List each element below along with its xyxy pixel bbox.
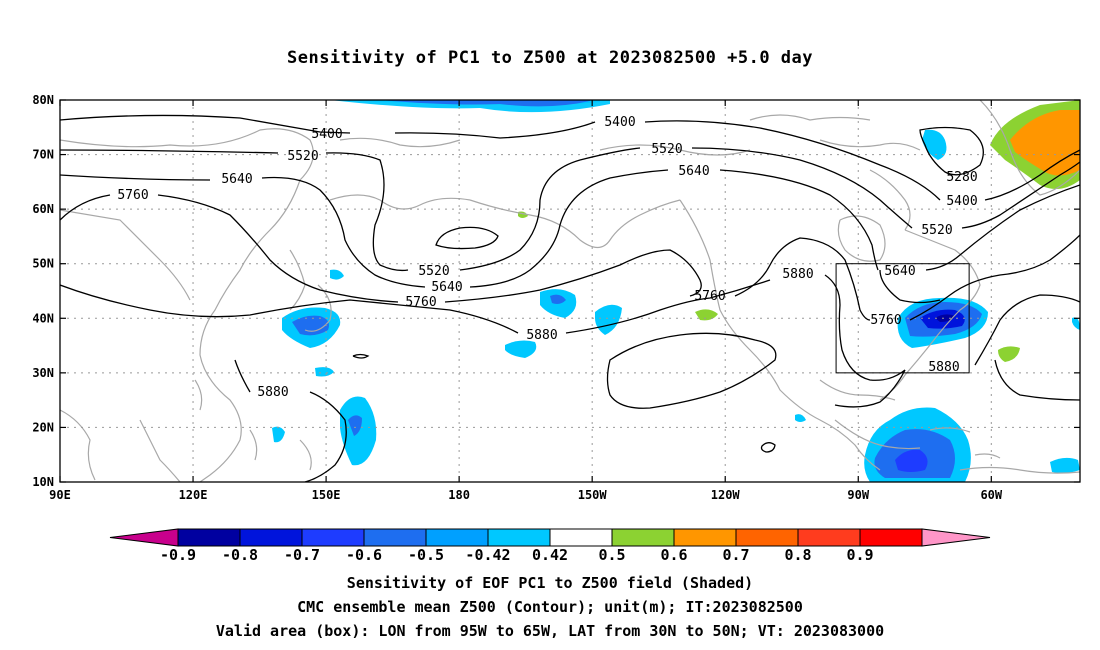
colorbar-label: 0.42	[532, 546, 568, 564]
colorbar-box	[363, 528, 427, 547]
caption-line-2: CMC ensemble mean Z500 (Contour); unit(m…	[297, 598, 803, 616]
y-tick-label: 80N	[32, 93, 54, 107]
contour-label: 5760	[870, 313, 901, 328]
contour-label: 5760	[117, 188, 148, 203]
contour-label: 5520	[921, 223, 952, 238]
x-tick-label: 150W	[578, 488, 608, 502]
contour-label: 5760	[405, 295, 436, 310]
coastlines	[60, 100, 1080, 482]
contour-label: 5880	[782, 267, 813, 282]
colorbar-box	[487, 528, 551, 547]
colorbar-label: 0.8	[784, 546, 811, 564]
contour-label: 5880	[526, 328, 557, 343]
x-tick-label: 90E	[49, 488, 71, 502]
y-tick-label: 10N	[32, 475, 54, 489]
contour-5520	[60, 147, 1080, 272]
y-tick-label: 40N	[32, 311, 54, 325]
contour-label: 5760	[694, 289, 725, 304]
axes: 90E 120E 150E 180 150W 120W 90W 60W 10N 20N 30N 40N…	[32, 93, 1080, 502]
contour-label: 5400	[311, 127, 342, 142]
colorbar-label: 0.6	[660, 546, 687, 564]
z500-contours	[60, 114, 1080, 482]
caption-line-1: Sensitivity of EOF PC1 to Z500 field (Sh…	[346, 574, 754, 592]
contour-label: 5640	[884, 264, 915, 279]
colorbar-box	[673, 528, 737, 547]
colorbar-max-triangle	[921, 528, 991, 547]
caption-line-3: Valid area (box): LON from 95W to 65W, L…	[215, 622, 885, 640]
x-tick-label: 120E	[179, 488, 208, 502]
colorbar-label: -0.9	[160, 546, 196, 564]
colorbar: -0.9 -0.8 -0.7 -0.6 -0.5 -0.42 0.42 0.5 0.6 0.7 0.…	[109, 528, 991, 564]
contour-label: 5640	[431, 280, 462, 295]
contour-5760	[60, 194, 1080, 321]
contour-5400	[60, 114, 351, 134]
colorbar-min-triangle	[109, 528, 179, 547]
colorbar-box	[239, 528, 303, 547]
x-tick-label: 120W	[711, 488, 741, 502]
contour-label: 5640	[678, 164, 709, 179]
shade-westcoast-green	[695, 309, 718, 321]
colorbar-label: -0.42	[465, 546, 510, 564]
colorbar-box	[797, 528, 861, 547]
colorbar-box	[549, 528, 613, 547]
sensitivity-shading	[272, 100, 1080, 482]
colorbar-box	[735, 528, 799, 547]
y-tick-label: 70N	[32, 148, 54, 162]
colorbar-label: 0.5	[598, 546, 625, 564]
y-tick-label: 20N	[32, 420, 54, 434]
colorbar-box	[611, 528, 675, 547]
x-tick-label: 150E	[312, 488, 341, 502]
x-tick-label: 90W	[847, 488, 869, 502]
colorbar-box	[425, 528, 489, 547]
colorbar-box	[859, 528, 923, 547]
y-tick-label: 50N	[32, 257, 54, 271]
contour-label: 5400	[946, 194, 977, 209]
y-tick-label: 30N	[32, 366, 54, 380]
colorbar-label: -0.8	[222, 546, 258, 564]
contour-label: 5880	[257, 385, 288, 400]
valid-area-box	[835, 263, 970, 374]
contour-label: 5640	[221, 172, 252, 187]
colorbar-label: -0.5	[408, 546, 444, 564]
contour-label: 5520	[651, 142, 682, 157]
contour-label: 5880	[928, 360, 959, 375]
contour-5880	[60, 274, 1080, 381]
plot-frame	[59, 99, 1081, 483]
colorbar-box	[177, 528, 241, 547]
plot-title: Sensitivity of PC1 to Z500 at 2023082500…	[286, 48, 813, 68]
colorbar-box	[301, 528, 365, 547]
contour-label: 5520	[418, 264, 449, 279]
contour-5640	[60, 169, 1080, 288]
colorbar-label: 0.9	[846, 546, 873, 564]
contour-label: 5280	[946, 170, 977, 185]
colorbar-label: -0.6	[346, 546, 382, 564]
x-tick-label: 180	[448, 488, 470, 502]
contour-label: 5400	[604, 115, 635, 130]
x-tick-label: 60W	[980, 488, 1002, 502]
y-tick-label: 60N	[32, 202, 54, 216]
map-grid	[60, 100, 1080, 482]
colorbar-label: 0.7	[722, 546, 749, 564]
colorbar-label: -0.7	[284, 546, 320, 564]
contour-label: 5520	[287, 149, 318, 164]
